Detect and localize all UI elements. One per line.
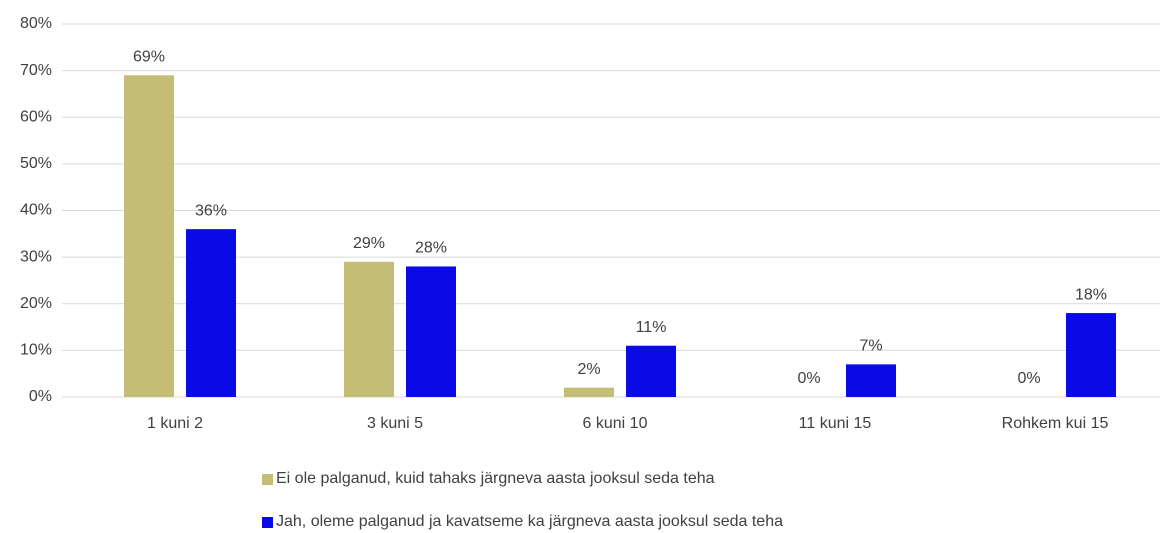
x-tick-label: 1 kuni 2 <box>147 415 203 432</box>
x-tick-label: Rohkem kui 15 <box>1002 415 1109 432</box>
y-tick-label: 10% <box>20 342 52 359</box>
legend-label: Jah, oleme palganud ja kavatseme ka järg… <box>276 513 783 530</box>
bar <box>124 75 174 397</box>
bar <box>846 364 896 397</box>
bar <box>626 345 676 397</box>
data-label: 0% <box>1017 370 1040 387</box>
y-tick-label: 60% <box>20 108 52 125</box>
legend-swatch <box>262 474 273 485</box>
y-tick-label: 70% <box>20 62 52 79</box>
y-tick-label: 0% <box>29 388 52 405</box>
data-label: 28% <box>415 240 447 257</box>
bar <box>1066 313 1116 397</box>
bar <box>564 387 614 397</box>
data-label: 2% <box>577 361 600 378</box>
bar <box>186 229 236 397</box>
y-tick-label: 30% <box>20 248 52 265</box>
y-tick-label: 40% <box>20 202 52 219</box>
data-label: 69% <box>133 49 165 66</box>
legend-label: Ei ole palganud, kuid tahaks järgneva aa… <box>276 470 715 487</box>
x-tick-label: 11 kuni 15 <box>799 415 872 432</box>
data-label: 29% <box>353 235 385 252</box>
data-label: 0% <box>797 370 820 387</box>
legend-swatch <box>262 517 273 528</box>
x-tick-label: 6 kuni 10 <box>583 415 648 432</box>
x-tick-label: 3 kuni 5 <box>367 415 423 432</box>
y-tick-label: 80% <box>20 15 52 32</box>
y-tick-label: 50% <box>20 155 52 172</box>
bar <box>406 266 456 397</box>
data-label: 36% <box>195 202 227 219</box>
data-label: 18% <box>1075 286 1107 303</box>
data-label: 11% <box>636 319 667 336</box>
data-label: 7% <box>859 338 882 355</box>
y-tick-label: 20% <box>20 295 52 312</box>
bar <box>344 261 394 397</box>
